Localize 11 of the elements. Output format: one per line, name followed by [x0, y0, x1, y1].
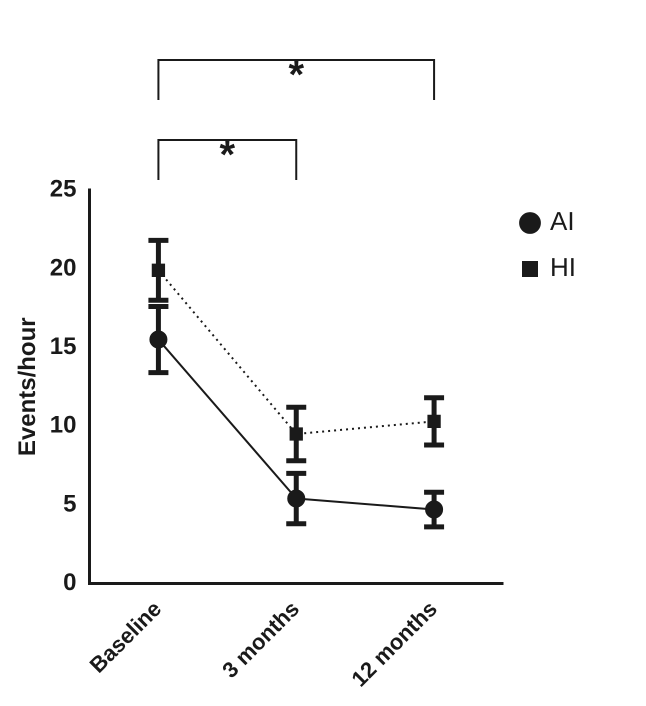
text: *: [288, 53, 304, 97]
y-tick-label: 20: [50, 254, 76, 282]
y-axis-title: Events/hour: [14, 317, 42, 456]
legend-label: HI: [550, 252, 576, 282]
y-tick-label: 0: [63, 569, 76, 596]
y-tick-label: 15: [50, 333, 76, 360]
y-tick-label: 10: [50, 412, 76, 439]
y-tick-label: 5: [63, 490, 76, 518]
y-tick-label: 25: [50, 176, 76, 203]
legend-label: AI: [550, 206, 575, 236]
text: *: [220, 133, 236, 177]
